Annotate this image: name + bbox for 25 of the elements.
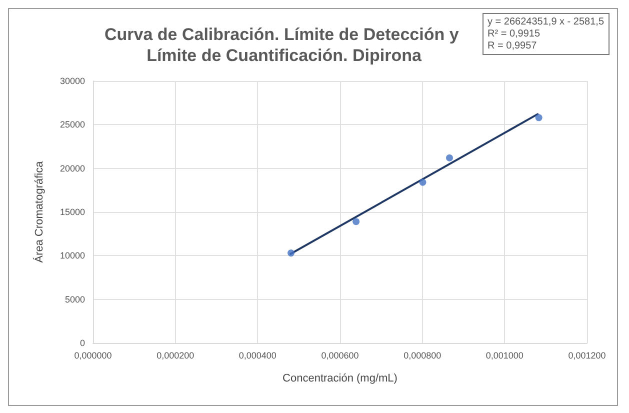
y-tick-label: 10000 bbox=[60, 250, 85, 261]
y-tick-label: 15000 bbox=[60, 207, 85, 217]
x-tick-label: 0,000200 bbox=[156, 350, 194, 360]
x-tick-label: 0,001000 bbox=[486, 350, 524, 360]
chart-title: Curva de Calibración. Límite de Detección y Límite de Cuantificación. Dipirona bbox=[104, 25, 464, 65]
x-tick-label: 0,000800 bbox=[404, 350, 442, 360]
point bbox=[288, 250, 295, 257]
point bbox=[535, 114, 542, 122]
text: R = 0,9957 bbox=[488, 40, 538, 52]
x-tick-label: 0,000400 bbox=[238, 350, 276, 360]
x-tick-label: 0,000600 bbox=[321, 350, 359, 360]
point bbox=[419, 178, 426, 186]
y-axis-title: Área Cromatográfica bbox=[32, 160, 46, 263]
text: y = 26624351,9 x - 2581,5 bbox=[488, 16, 604, 28]
y-tick-label: 25000 bbox=[60, 120, 85, 130]
point bbox=[446, 154, 454, 162]
y-tick-label: 30000 bbox=[60, 76, 85, 86]
text: R² = 0,9915 bbox=[488, 28, 540, 40]
x-tick-label: 0,001200 bbox=[568, 350, 606, 360]
y-tick-label: 5000 bbox=[64, 294, 85, 304]
y-tick-label: 20000 bbox=[60, 163, 85, 174]
y-tick-label: 0 bbox=[80, 338, 85, 348]
x-tick-label: 0,000000 bbox=[74, 350, 112, 360]
x-axis-title: Concentración (mg/mL) bbox=[282, 372, 398, 384]
point bbox=[352, 218, 360, 226]
